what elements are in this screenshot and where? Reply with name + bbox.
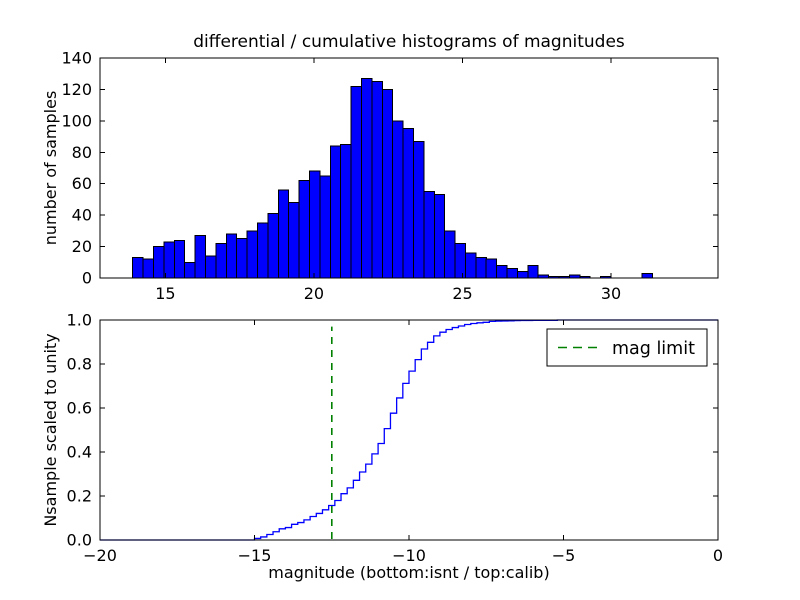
- legend-label: mag limit: [612, 339, 695, 359]
- histogram-bar: [465, 252, 477, 279]
- histogram-bar: [641, 272, 654, 279]
- x-tick-label: 20: [304, 284, 324, 303]
- histogram-bar: [173, 239, 186, 279]
- y-tick-label: 1.0: [67, 311, 92, 330]
- legend-box: [546, 328, 708, 367]
- y-tick-label: 0.0: [67, 531, 92, 550]
- y-tick-label: 40: [72, 206, 92, 225]
- histogram-bar: [236, 238, 248, 279]
- y-tick-label: 0.6: [67, 399, 92, 418]
- x-tick-label: −5: [552, 546, 576, 565]
- cumulative-line: [100, 319, 718, 541]
- histogram-bar: [485, 258, 498, 279]
- histogram-bar: [361, 77, 373, 279]
- histogram-bar: [402, 128, 415, 279]
- x-tick-label: −15: [238, 546, 272, 565]
- histogram-bar: [319, 175, 331, 279]
- y-tick-label: 140: [61, 49, 92, 68]
- histogram-bar: [371, 81, 383, 279]
- histogram-bar: [132, 257, 144, 279]
- histogram-bar: [444, 230, 456, 279]
- axes-frame: [99, 57, 719, 279]
- histogram-bar: [309, 170, 321, 279]
- histogram-bar: [392, 120, 404, 279]
- histogram-bar: [381, 88, 394, 279]
- histogram-bar: [329, 145, 342, 279]
- histogram-bar: [246, 230, 259, 279]
- histogram-plot: 15 20 25 30 0 20 40 60 80 100 120 140: [61, 49, 719, 303]
- histogram-bar: [267, 213, 279, 279]
- chart-title: differential / cumulative histograms of …: [193, 32, 625, 52]
- histogram-bar: [257, 222, 269, 279]
- histogram-bar: [215, 242, 227, 279]
- x-tick-label: −10: [392, 546, 426, 565]
- x-tick-label: 15: [155, 284, 175, 303]
- histogram-bar: [496, 264, 508, 279]
- histogram-bar: [350, 85, 363, 279]
- bottom-y-axis-label: Nsample scaled to unity: [41, 333, 60, 526]
- y-tick-label: 60: [72, 174, 92, 193]
- x-tick-label: 0: [713, 546, 723, 565]
- histogram-bar: [205, 255, 217, 279]
- histogram-bar: [423, 191, 435, 279]
- histogram-bar: [142, 258, 155, 279]
- y-tick-label: 80: [72, 143, 92, 162]
- histogram-bar: [433, 194, 446, 279]
- x-tick-label: 30: [601, 284, 621, 303]
- x-tick-label: 25: [452, 284, 472, 303]
- histogram-bar: [277, 189, 290, 279]
- histogram-bar: [340, 143, 352, 279]
- cumulative-plot: −20 −15 −10 −5 0 0.0 0.2 0.4 0.6 0.8 1.0 mag limit: [67, 311, 724, 566]
- legend: mag limit: [546, 328, 708, 367]
- histogram-bar: [163, 241, 175, 279]
- histogram-bar: [153, 246, 165, 279]
- histogram-bar: [454, 242, 467, 279]
- histogram-bar: [184, 261, 196, 279]
- y-tick-label: 120: [61, 80, 92, 99]
- histogram-bar: [288, 202, 300, 279]
- histogram-bar: [475, 257, 487, 279]
- y-tick-label: 20: [72, 237, 92, 256]
- y-tick-label: 0.4: [67, 443, 92, 462]
- y-tick-label: 100: [61, 111, 92, 130]
- y-tick-label: 0.8: [67, 355, 92, 374]
- histogram-bar: [225, 233, 238, 279]
- histogram-bar: [298, 180, 311, 279]
- histogram-bar: [527, 264, 539, 279]
- histogram-bar: [194, 235, 207, 279]
- top-y-axis-label: number of samples: [41, 91, 60, 246]
- y-tick-label: 0: [82, 269, 92, 288]
- x-tick-label: −20: [83, 546, 117, 565]
- x-axis-label: magnitude (bottom:isnt / top:calib): [268, 563, 549, 582]
- histogram-bar: [516, 271, 529, 279]
- histogram-bar: [506, 268, 518, 279]
- histogram-bar: [413, 140, 425, 279]
- y-tick-label: 0.2: [67, 487, 92, 506]
